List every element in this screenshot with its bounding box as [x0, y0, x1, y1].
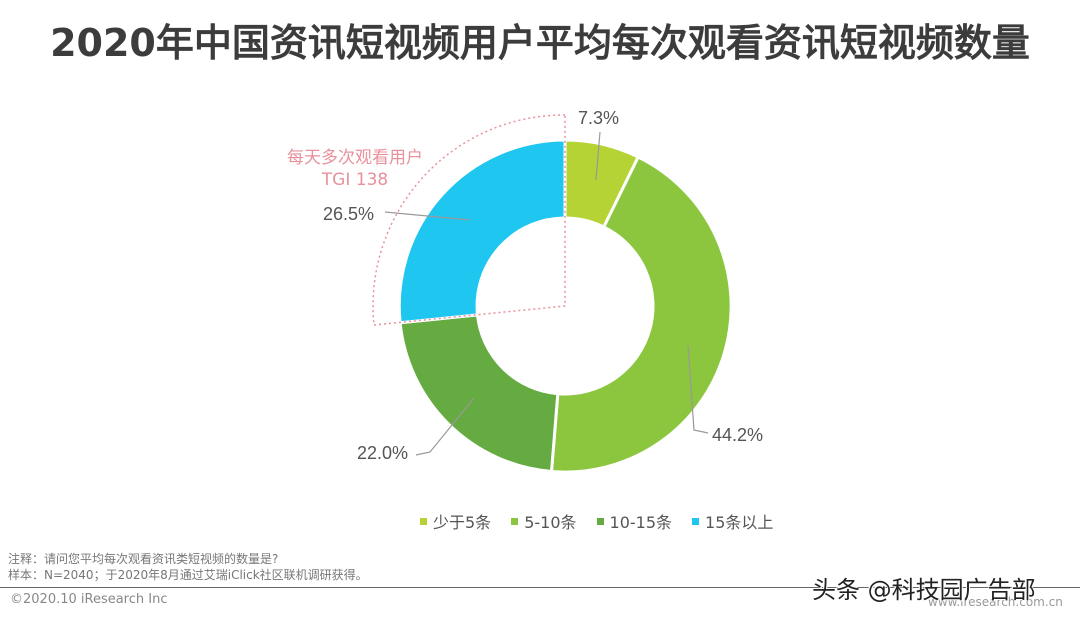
annotation-line1: 每天多次观看用户	[287, 148, 423, 168]
chart-title: 2020年中国资讯短视频用户平均每次观看资讯短视频数量	[50, 21, 1030, 65]
legend-swatch	[420, 517, 427, 525]
note-line1: 注释：请问您平均每次观看资讯类短视频的数量是?	[8, 552, 279, 566]
legend-swatch	[511, 517, 519, 525]
segment-5-10	[549, 154, 733, 474]
legend-swatch	[596, 517, 604, 525]
legend-label: 5-10条	[524, 513, 577, 532]
legend-item: 少于5条	[420, 509, 491, 533]
watermark: 头条 @科技园广告部	[812, 576, 1036, 604]
legend-item: 15条以上	[692, 509, 773, 533]
tgi-annotation: 每天多次观看用户 TGI 138	[280, 147, 430, 191]
label-less-than-5: 7.3%	[578, 108, 620, 128]
copyright: ©2020.10 iResearch Inc	[10, 592, 168, 607]
footer-divider	[0, 587, 1080, 588]
annotation-line2: TGI 138	[321, 170, 389, 190]
label-15-plus: 26.5%	[323, 204, 375, 224]
legend: 少于5条 5-10条 10-15条 15条以上	[420, 509, 773, 533]
highlight-outline	[372, 114, 566, 326]
note-line2: 样本：N=2040；于2020年8月通过艾瑞iClick社区联机调研获得。	[8, 568, 368, 582]
legend-label: 10-15条	[609, 513, 673, 532]
segment-15-plus	[397, 138, 567, 325]
label-10-15: 22.0%	[357, 443, 409, 463]
source-url: www.iresearch.com.cn	[928, 595, 1063, 609]
legend-label: 少于5条	[433, 513, 492, 532]
label-5-10: 44.2%	[712, 425, 764, 445]
legend-item: 10-15条	[596, 509, 673, 533]
legend-item: 5-10条	[511, 509, 577, 533]
segment-10-15	[398, 313, 560, 474]
legend-swatch	[692, 517, 700, 525]
footnotes: 注释：请问您平均每次观看资讯类短视频的数量是? 样本：N=2040；于2020年…	[8, 551, 368, 583]
legend-label: 15条以上	[705, 513, 774, 532]
